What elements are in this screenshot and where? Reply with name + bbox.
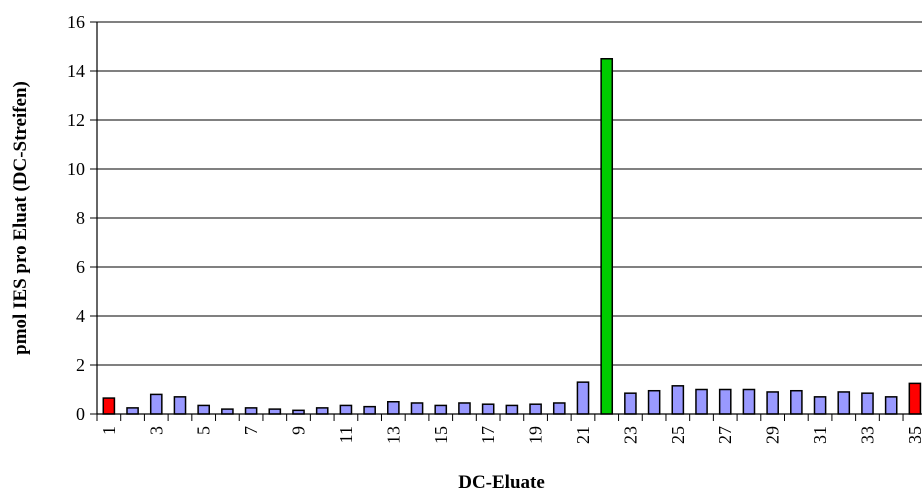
y-tick-label: 8 bbox=[76, 208, 85, 228]
x-tick-label: 23 bbox=[620, 426, 640, 444]
y-tick-label: 0 bbox=[76, 404, 85, 424]
bar-4 bbox=[173, 396, 187, 415]
bar-22 bbox=[600, 58, 614, 415]
bar-26 bbox=[695, 388, 708, 415]
y-tick-label: 2 bbox=[76, 355, 85, 375]
x-tick-label: 17 bbox=[478, 426, 498, 444]
bar-30 bbox=[790, 389, 803, 415]
x-tick-label: 13 bbox=[383, 426, 403, 444]
bar-1 bbox=[102, 397, 116, 415]
y-tick-label: 16 bbox=[67, 12, 85, 32]
bar-27 bbox=[718, 388, 732, 415]
bar-32 bbox=[837, 391, 851, 415]
x-tick-label: 33 bbox=[857, 426, 877, 444]
x-tick-label: 19 bbox=[526, 426, 546, 444]
bar-31 bbox=[813, 396, 827, 415]
bar-14 bbox=[410, 402, 424, 415]
gridlines bbox=[97, 21, 922, 366]
bar-17 bbox=[481, 403, 495, 415]
y-tick-label: 12 bbox=[67, 110, 85, 130]
bar-35 bbox=[908, 382, 922, 415]
bar-15 bbox=[434, 404, 448, 415]
x-tick-label: 25 bbox=[668, 426, 688, 444]
x-tick-label: 1 bbox=[99, 426, 119, 435]
bar-2 bbox=[126, 407, 139, 415]
x-tick-label: 31 bbox=[810, 426, 830, 444]
x-tick-label: 27 bbox=[715, 426, 735, 444]
bars bbox=[102, 58, 922, 415]
bar-19 bbox=[529, 403, 542, 415]
x-axis-ticks: 1 3 5 7 9 11 13 15 17 19 21 23 25 27 29 31 33 35 bbox=[96, 414, 922, 444]
y-axis-title: pmol IES pro Eluat (DC-Streifen) bbox=[10, 81, 31, 355]
bar-28 bbox=[742, 388, 756, 415]
y-tick-label: 4 bbox=[76, 306, 85, 326]
y-tick-label: 10 bbox=[67, 159, 85, 179]
bar-34 bbox=[884, 396, 898, 415]
bar-16 bbox=[458, 402, 471, 415]
bar-3 bbox=[149, 393, 163, 415]
bar-25 bbox=[671, 385, 685, 415]
bar-33 bbox=[861, 392, 874, 415]
x-tick-label: 29 bbox=[763, 426, 783, 444]
x-tick-label: 21 bbox=[573, 426, 593, 444]
bar-18 bbox=[505, 404, 519, 415]
bar-29 bbox=[766, 391, 779, 415]
bar-10 bbox=[315, 407, 329, 415]
y-tick-label: 6 bbox=[76, 257, 85, 277]
x-tick-label: 35 bbox=[905, 426, 922, 444]
bar-5 bbox=[197, 404, 211, 415]
bar-6 bbox=[221, 408, 234, 415]
bar-21 bbox=[576, 381, 590, 415]
bar-20 bbox=[552, 402, 566, 415]
y-axis-ticks: 0 2 4 6 8 10 12 14 16 bbox=[67, 12, 97, 424]
x-tick-label: 3 bbox=[146, 426, 166, 435]
bar-13 bbox=[387, 401, 400, 415]
x-tick-label: 11 bbox=[336, 426, 356, 443]
bar-24 bbox=[647, 389, 661, 415]
bar-7 bbox=[244, 407, 258, 415]
bar-11 bbox=[339, 404, 353, 415]
x-tick-label: 5 bbox=[194, 426, 214, 435]
x-tick-label: 9 bbox=[289, 426, 309, 435]
x-tick-label: 15 bbox=[431, 426, 451, 444]
x-tick-label: 7 bbox=[241, 426, 261, 435]
bar-8 bbox=[268, 408, 282, 415]
bar-23 bbox=[624, 392, 637, 415]
bar-12 bbox=[363, 405, 376, 415]
y-tick-label: 14 bbox=[67, 61, 85, 81]
x-axis-title: DC-Eluate bbox=[458, 472, 545, 493]
